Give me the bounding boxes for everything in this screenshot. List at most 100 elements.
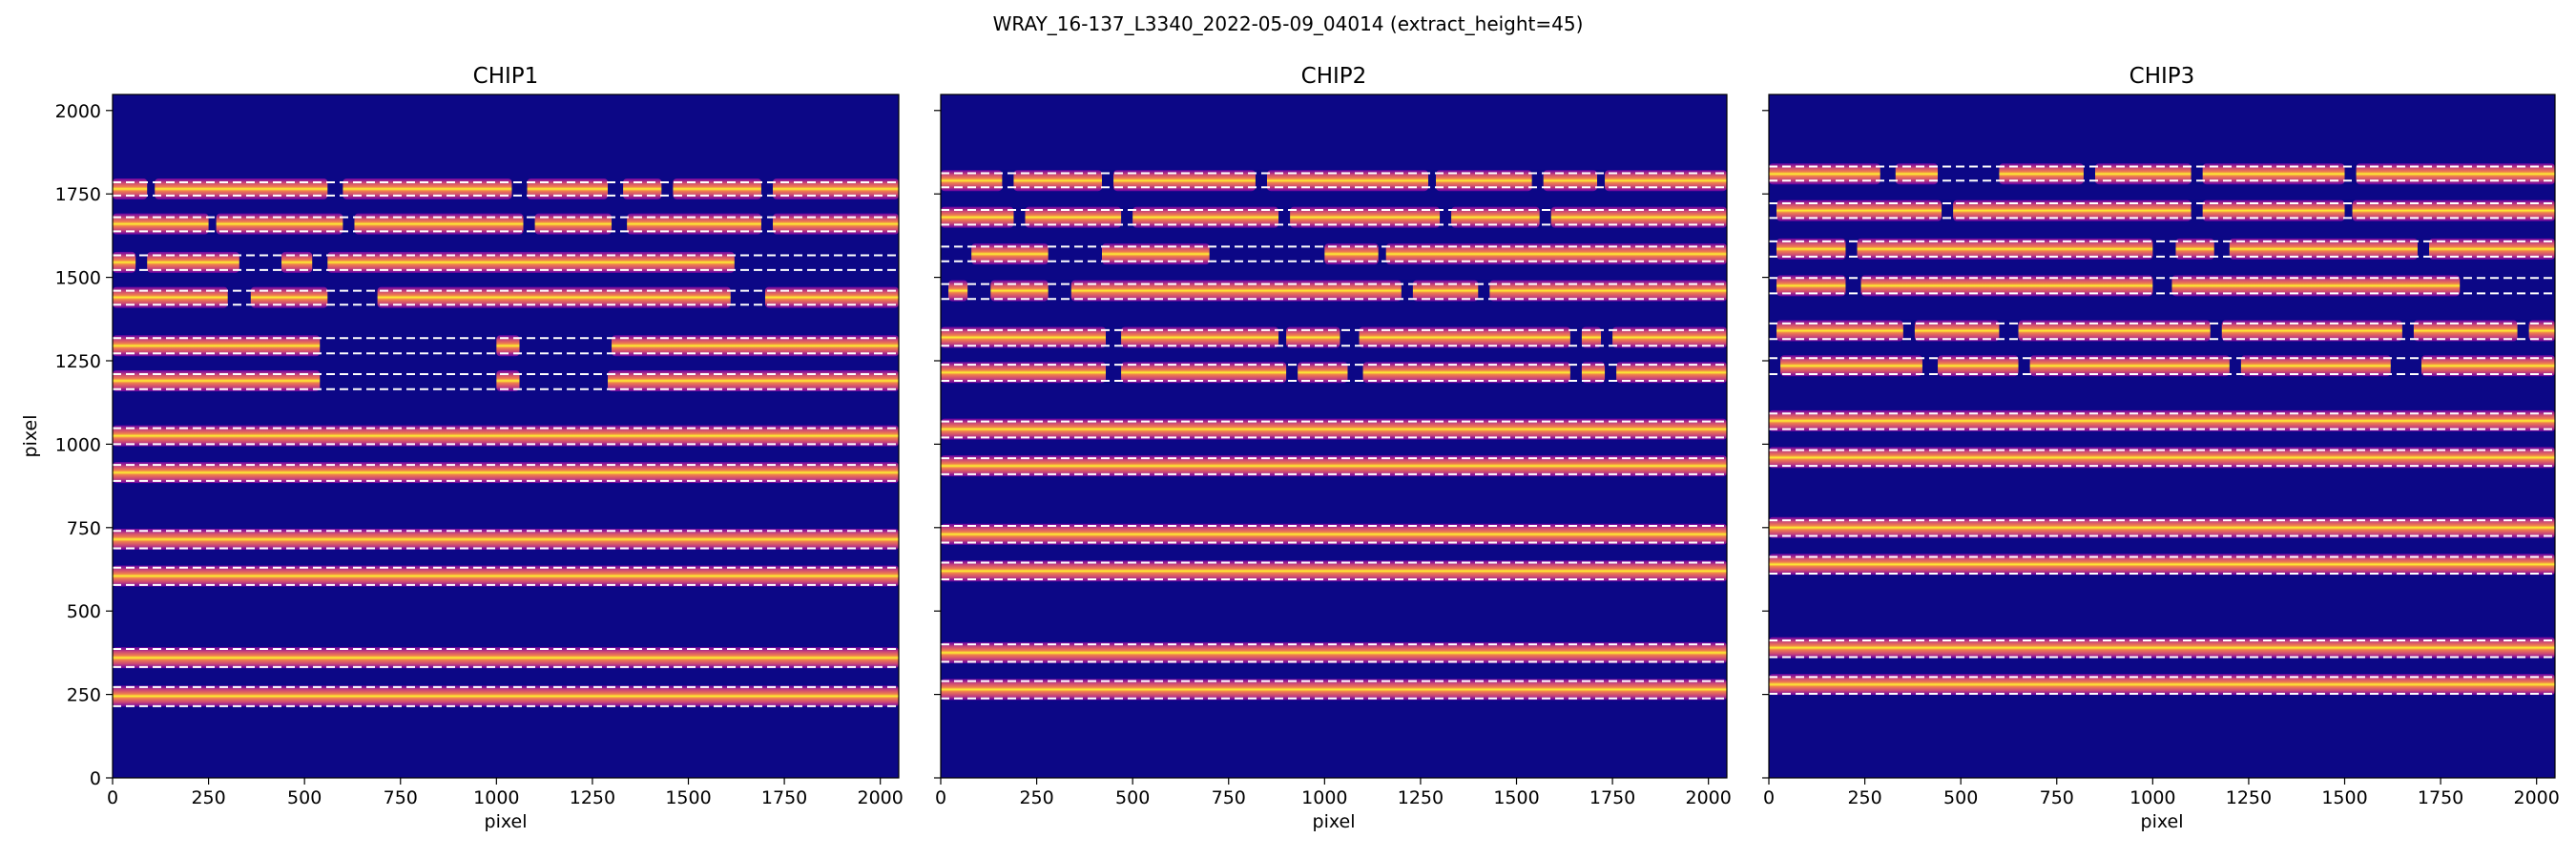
order-trace-1-segment-2 <box>1013 170 1102 192</box>
x-tick-label: 1000 <box>2129 787 2175 808</box>
chip-title: CHIP2 <box>1301 64 1367 89</box>
order-trace-1-segment-4 <box>1266 170 1428 192</box>
order-trace-6-segment-1 <box>113 369 321 391</box>
x-tick-label: 1250 <box>1398 787 1444 808</box>
order-trace-4-segment-3 <box>2171 275 2461 297</box>
y-tick-label: 1750 <box>55 184 101 205</box>
x-tick-label: 1500 <box>2321 787 2367 808</box>
order-trace-6-segment-5 <box>1581 362 1606 384</box>
order-trace-11-segment-1 <box>113 647 899 669</box>
axes-frame <box>940 94 1728 779</box>
order-trace-2-segment-4 <box>1290 206 1441 228</box>
order-trace-5-segment-6 <box>2528 320 2555 342</box>
order-trace-6-segment-3 <box>1298 362 1348 384</box>
x-tick-label: 250 <box>1019 787 1053 808</box>
order-trace-5-segment-4 <box>2221 320 2402 342</box>
order-trace-6-segment-2 <box>496 369 520 391</box>
order-trace-3-segment-1 <box>971 243 1049 265</box>
order-trace-6-segment-2 <box>1938 355 2019 377</box>
order-trace-1-segment-2 <box>155 178 328 199</box>
order-trace-5-segment-3 <box>612 335 899 357</box>
order-trace-4-segment-3 <box>1070 280 1402 302</box>
y-tick-label: 0 <box>90 768 101 789</box>
order-trace-3-segment-1 <box>113 251 136 273</box>
order-trace-1-segment-7 <box>1605 170 1727 192</box>
order-trace-10-segment-1 <box>113 565 899 587</box>
order-trace-4-segment-1 <box>1776 275 1846 297</box>
order-trace-4-segment-4 <box>764 286 899 308</box>
order-trace-6-segment-1 <box>941 362 1107 384</box>
order-trace-1-segment-4 <box>527 178 609 199</box>
order-trace-3-segment-1 <box>1776 238 1846 260</box>
x-tick-label: 1750 <box>2418 787 2463 808</box>
x-tick-label: 750 <box>2040 787 2074 808</box>
x-axis-label: pixel <box>485 811 528 832</box>
order-trace-3-segment-4 <box>2229 238 2418 260</box>
order-trace-12-segment-1 <box>113 685 899 707</box>
order-trace-2-segment-1 <box>113 213 209 235</box>
order-trace-1-segment-4 <box>2094 163 2192 185</box>
order-trace-5-segment-1 <box>1776 320 1903 342</box>
order-trace-11-segment-1 <box>1769 637 2555 659</box>
order-trace-5-segment-1 <box>113 335 321 357</box>
order-trace-2-segment-3 <box>354 213 524 235</box>
y-tick-label: 500 <box>67 601 101 622</box>
heatmap-plot <box>113 178 899 707</box>
x-tick-label: 0 <box>107 787 118 808</box>
order-trace-2-segment-2 <box>1953 199 2192 221</box>
order-trace-10-segment-1 <box>1769 554 2555 576</box>
x-tick-label: 750 <box>384 787 418 808</box>
order-trace-1-segment-5 <box>2202 163 2345 185</box>
order-trace-6-segment-3 <box>2029 355 2230 377</box>
chip-title: CHIP1 <box>473 64 539 89</box>
order-trace-2-segment-2 <box>216 213 343 235</box>
order-trace-2-segment-6 <box>1550 206 1727 228</box>
y-tick-label: 1000 <box>55 434 101 455</box>
order-trace-1-segment-6 <box>673 178 761 199</box>
x-tick-label: 500 <box>1115 787 1150 808</box>
order-trace-6-segment-4 <box>2240 355 2391 377</box>
order-trace-8-segment-1 <box>113 462 899 484</box>
order-trace-9-segment-1 <box>1769 516 2555 538</box>
order-trace-2-segment-1 <box>941 206 1014 228</box>
order-trace-5-segment-1 <box>941 326 1107 348</box>
order-trace-3-segment-5 <box>2429 238 2555 260</box>
chip-panel-3: 0 250 500 750 1000 1250 1500 1750 2000 CHIP3 pixel <box>1762 64 2560 832</box>
x-tick-label: 1500 <box>1493 787 1539 808</box>
order-trace-9-segment-1 <box>941 523 1727 545</box>
order-trace-1-segment-3 <box>1113 170 1256 192</box>
order-trace-4-segment-2 <box>1860 275 2153 297</box>
x-tick-label: 1000 <box>1301 787 1347 808</box>
order-trace-2-segment-6 <box>773 213 899 235</box>
order-trace-10-segment-1 <box>941 560 1727 582</box>
order-trace-6-segment-5 <box>2420 355 2555 377</box>
order-trace-3-segment-3 <box>1324 243 1379 265</box>
order-trace-2-segment-5 <box>1451 206 1540 228</box>
order-trace-3-segment-4 <box>327 251 735 273</box>
order-trace-2-segment-4 <box>2352 199 2555 221</box>
chip-panel-1: 0 250 500 750 1000 1250 1500 1750 2000 0 250 500 750… <box>20 64 904 832</box>
order-trace-6-segment-4 <box>1362 362 1570 384</box>
order-trace-11-segment-1 <box>941 641 1727 663</box>
order-trace-6-segment-6 <box>1616 362 1727 384</box>
order-trace-5-segment-4 <box>1359 326 1570 348</box>
x-tick-label: 2000 <box>1686 787 1732 808</box>
y-tick-label: 750 <box>67 518 101 539</box>
x-tick-label: 2000 <box>2514 787 2560 808</box>
order-trace-4-segment-2 <box>250 286 328 308</box>
order-trace-2-segment-3 <box>2202 199 2345 221</box>
order-trace-5-segment-5 <box>1581 326 1602 348</box>
order-trace-1-segment-5 <box>1436 170 1532 192</box>
figure-title: WRAY_16-137_L3340_2022-05-09_04014 (extr… <box>993 12 1584 35</box>
order-trace-1-segment-1 <box>1769 163 1880 185</box>
order-trace-1-segment-1 <box>113 178 148 199</box>
order-trace-7-segment-1 <box>113 425 899 447</box>
x-tick-label: 1000 <box>473 787 519 808</box>
x-tick-label: 1750 <box>1589 787 1635 808</box>
order-trace-1-segment-3 <box>1999 163 2084 185</box>
x-axis-label: pixel <box>2141 811 2184 832</box>
order-trace-1-segment-3 <box>343 178 512 199</box>
x-axis-label: pixel <box>1313 811 1356 832</box>
x-tick-label: 1750 <box>761 787 807 808</box>
